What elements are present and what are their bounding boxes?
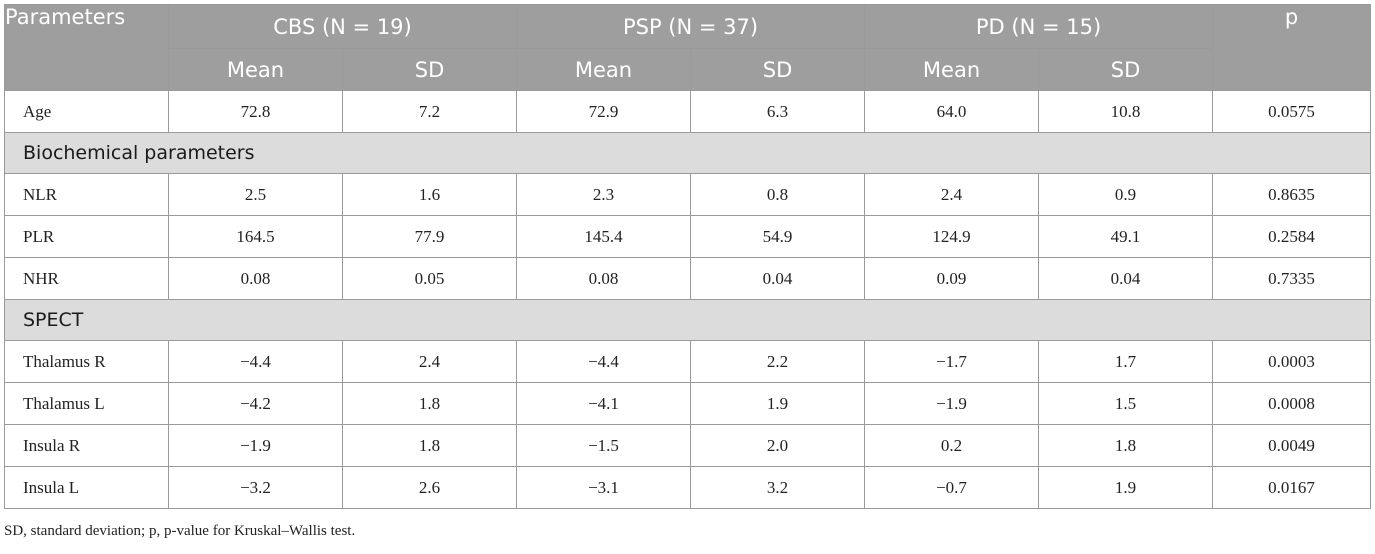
- psp-mean-cell: −3.1: [516, 466, 691, 509]
- cbs-mean-cell: −4.4: [168, 340, 343, 383]
- cbs-sd-cell: 77.9: [342, 215, 517, 258]
- table-row: NLR 2.5 1.6 2.3 0.8 2.4 0.9 0.8635: [4, 173, 1372, 216]
- pd-mean-cell: 124.9: [864, 215, 1040, 258]
- pd-sd-cell: 1.5: [1038, 382, 1214, 425]
- pd-sd-cell: 0.04: [1038, 257, 1214, 300]
- p-value-cell: 0.0575: [1212, 90, 1372, 133]
- p-value-cell: 0.0049: [1212, 424, 1372, 467]
- section-row: SPECT: [3, 299, 1372, 341]
- section-label: Biochemical parameters: [3, 132, 1372, 174]
- psp-mean-cell: 72.9: [516, 90, 691, 133]
- cbs-mean-cell: 0.08: [168, 257, 343, 300]
- psp-sd-cell: 1.9: [689, 382, 866, 425]
- cbs-sd-header: SD: [342, 48, 517, 91]
- cbs-sd-cell: 2.4: [342, 340, 517, 383]
- p-value-cell: 0.0003: [1212, 340, 1372, 383]
- psp-mean-cell: 0.08: [516, 257, 691, 300]
- cbs-sd-cell: 0.05: [342, 257, 517, 300]
- pd-mean-cell: 0.09: [864, 257, 1040, 300]
- psp-mean-cell: 2.3: [516, 173, 691, 216]
- results-table: Parameters CBS (N = 19) PSP (N = 37) PD …: [3, 4, 1372, 509]
- row-label: Thalamus L: [4, 382, 169, 425]
- psp-group-header: PSP (N = 37): [515, 4, 866, 49]
- parameters-header: Parameters: [4, 4, 169, 91]
- table-row: NHR 0.08 0.05 0.08 0.04 0.09 0.04 0.7335: [4, 257, 1372, 300]
- p-value-cell: 0.2584: [1212, 215, 1372, 258]
- psp-sd-cell: 2.0: [689, 424, 866, 467]
- pd-mean-cell: −0.7: [864, 466, 1040, 509]
- psp-mean-cell: −1.5: [516, 424, 691, 467]
- psp-sd-header: SD: [689, 48, 866, 91]
- pd-group-header: PD (N = 15): [864, 4, 1214, 49]
- row-label: NLR: [4, 173, 169, 216]
- cbs-mean-cell: −4.2: [168, 382, 343, 425]
- section-label: SPECT: [3, 299, 1372, 341]
- row-label: NHR: [4, 257, 169, 300]
- table-row: Insula R −1.9 1.8 −1.5 2.0 0.2 1.8 0.0049: [4, 424, 1372, 467]
- p-value-cell: 0.0008: [1212, 382, 1372, 425]
- cbs-mean-cell: 164.5: [168, 215, 343, 258]
- table-header: Parameters CBS (N = 19) PSP (N = 37) PD …: [4, 4, 1372, 91]
- psp-mean-header: Mean: [516, 48, 691, 91]
- p-value-cell: 0.8635: [1212, 173, 1372, 216]
- cbs-sd-cell: 1.8: [342, 382, 517, 425]
- pd-sd-header: SD: [1038, 48, 1214, 91]
- psp-sd-cell: 0.8: [689, 173, 866, 216]
- cbs-mean-cell: 2.5: [168, 173, 343, 216]
- cbs-mean-cell: −1.9: [168, 424, 343, 467]
- pd-sd-cell: 10.8: [1038, 90, 1214, 133]
- table-body: Age 72.8 7.2 72.9 6.3 64.0 10.8 0.0575 Biochemic…: [3, 90, 1372, 509]
- cbs-mean-cell: 72.8: [168, 90, 343, 133]
- psp-sd-cell: 2.2: [689, 340, 866, 383]
- cbs-sd-cell: 1.6: [342, 173, 517, 216]
- cbs-sd-cell: 7.2: [342, 90, 517, 133]
- row-label: Insula R: [4, 424, 169, 467]
- row-label: Insula L: [4, 466, 169, 509]
- psp-sd-cell: 3.2: [689, 466, 866, 509]
- p-value-cell: 0.0167: [1212, 466, 1372, 509]
- psp-mean-cell: −4.1: [516, 382, 691, 425]
- table-row: Insula L −3.2 2.6 −3.1 3.2 −0.7 1.9 0.0167: [4, 466, 1372, 509]
- table-row: PLR 164.5 77.9 145.4 54.9 124.9 49.1 0.2584: [4, 215, 1372, 258]
- section-row: Biochemical parameters: [3, 132, 1372, 174]
- psp-mean-cell: 145.4: [516, 215, 691, 258]
- pd-sd-cell: 49.1: [1038, 215, 1214, 258]
- pd-mean-header: Mean: [864, 48, 1040, 91]
- pd-sd-cell: 1.7: [1038, 340, 1214, 383]
- pd-mean-cell: −1.9: [864, 382, 1040, 425]
- pd-sd-cell: 0.9: [1038, 173, 1214, 216]
- cbs-mean-cell: −3.2: [168, 466, 343, 509]
- psp-sd-cell: 0.04: [689, 257, 866, 300]
- p-value-cell: 0.7335: [1212, 257, 1372, 300]
- cbs-group-header: CBS (N = 19): [168, 4, 517, 49]
- row-label: Age: [4, 90, 169, 133]
- table-row: Thalamus L −4.2 1.8 −4.1 1.9 −1.9 1.5 0.0008: [4, 382, 1372, 425]
- pd-mean-cell: −1.7: [864, 340, 1040, 383]
- row-label: Thalamus R: [4, 340, 169, 383]
- pd-mean-cell: 2.4: [864, 173, 1040, 216]
- psp-sd-cell: 54.9: [689, 215, 866, 258]
- cbs-sd-cell: 2.6: [342, 466, 517, 509]
- row-label: PLR: [4, 215, 169, 258]
- pd-mean-cell: 0.2: [864, 424, 1040, 467]
- pd-sd-cell: 1.8: [1038, 424, 1214, 467]
- table-row: Thalamus R −4.4 2.4 −4.4 2.2 −1.7 1.7 0.0003: [4, 340, 1372, 383]
- pd-mean-cell: 64.0: [864, 90, 1040, 133]
- pd-sd-cell: 1.9: [1038, 466, 1214, 509]
- table-row: Age 72.8 7.2 72.9 6.3 64.0 10.8 0.0575: [4, 90, 1372, 133]
- psp-mean-cell: −4.4: [516, 340, 691, 383]
- psp-sd-cell: 6.3: [689, 90, 866, 133]
- table-footnote: SD, standard deviation; p, p-value for K…: [4, 523, 356, 539]
- p-value-header: p: [1212, 4, 1372, 91]
- cbs-sd-cell: 1.8: [342, 424, 517, 467]
- cbs-mean-header: Mean: [168, 48, 343, 91]
